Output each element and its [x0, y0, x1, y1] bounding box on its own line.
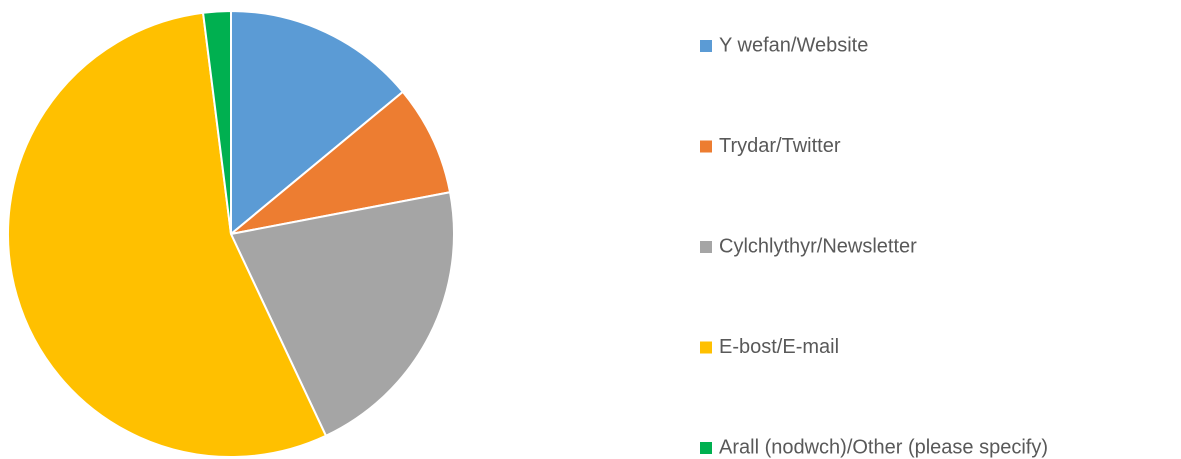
legend-swatch	[700, 40, 712, 52]
pie-slice	[230, 90, 452, 235]
legend-swatch	[700, 140, 712, 153]
legend-swatch	[700, 241, 712, 253]
legend-swatch	[700, 341, 712, 354]
legend-label: Y wefan/Website	[719, 34, 868, 56]
legend-label: Trydar/Twitter	[719, 135, 841, 157]
legend-swatch	[700, 442, 712, 454]
legend-label: Cylchlythyr/Newsletter	[719, 235, 917, 257]
legend-label: E-bost/E-mail	[719, 336, 839, 358]
pie-slice	[201, 9, 232, 235]
legend-label: Arall (nodwch)/Other (please specify)	[719, 436, 1048, 458]
pie-slice	[229, 191, 455, 438]
pie-slice	[7, 11, 328, 458]
pie-slice	[230, 9, 405, 237]
